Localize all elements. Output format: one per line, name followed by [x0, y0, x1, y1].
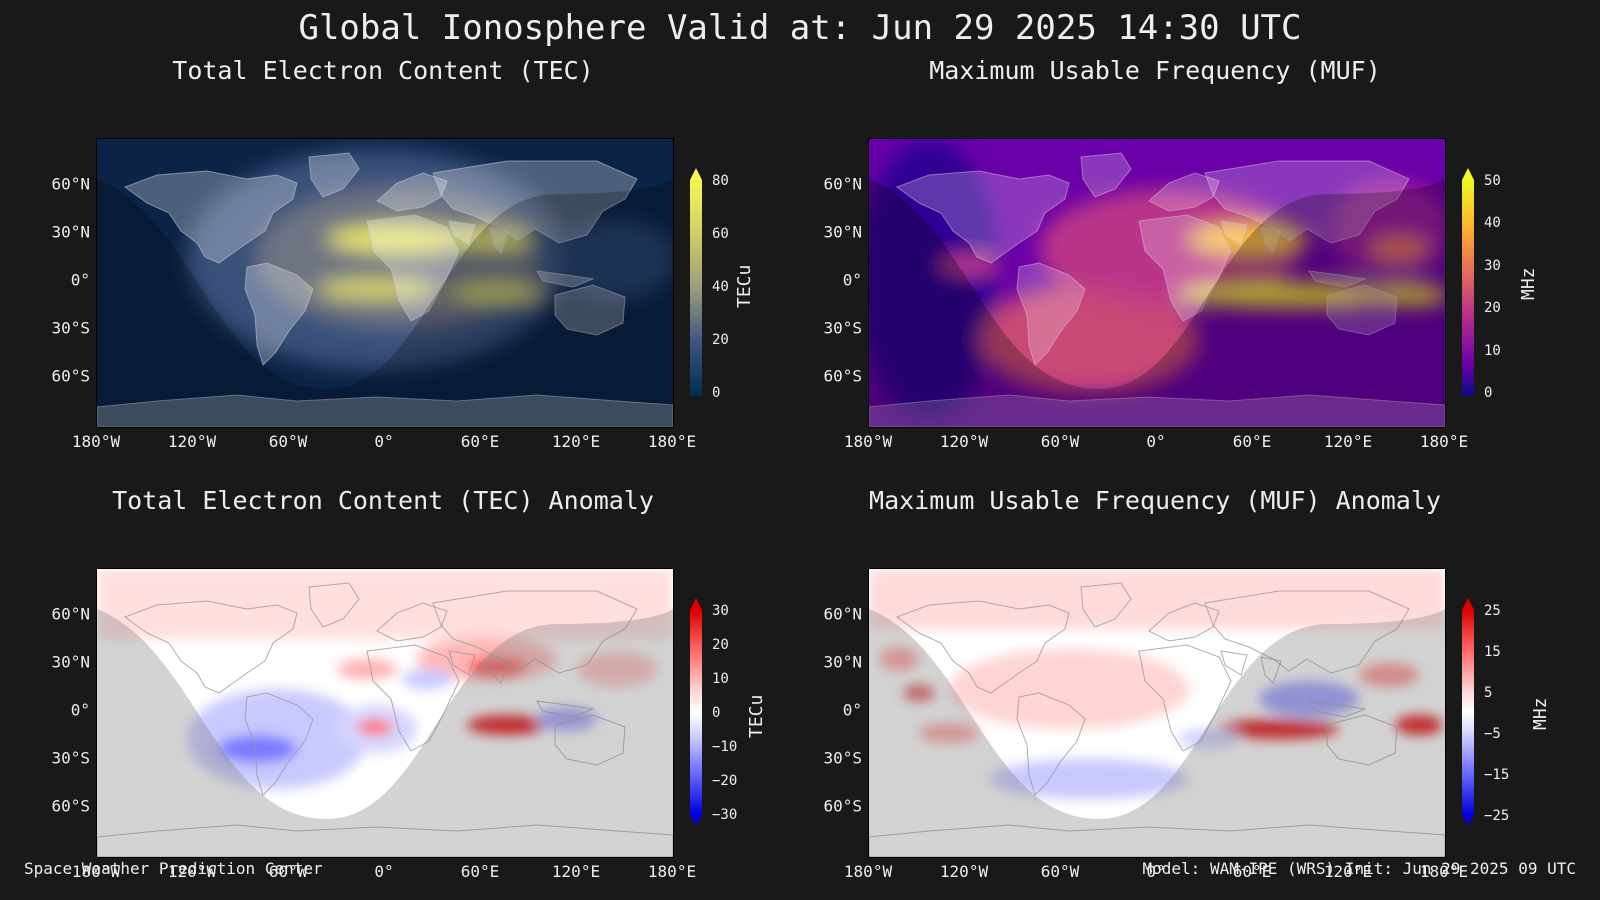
tec-panel: Total Electron Content (TEC) 60°N 30°N 0…	[0, 50, 780, 451]
tec-anomaly-colorbar	[690, 598, 702, 826]
footer-model-info: Model: WAM-IPE (WRS) Init: Jun 29 2025 0…	[1142, 859, 1576, 878]
muf-anomaly-cbar-tick: 5	[1484, 685, 1493, 701]
lon-label-60e: 60°E	[460, 432, 500, 451]
tec-cbar-tick: 0	[712, 385, 721, 401]
muf-anomaly-cbar-tick: −25	[1484, 808, 1510, 824]
lat-label-60s: 60°S	[51, 366, 90, 386]
lon-label-180e: 180°E	[1419, 862, 1469, 881]
muf-cbar-tick: 30	[1484, 258, 1501, 274]
lon-label-120w: 120°W	[939, 432, 989, 451]
lon-label-60w: 60°W	[268, 862, 308, 881]
lon-label-180w: 180°W	[71, 432, 121, 451]
lon-label-60e: 60°E	[1232, 432, 1272, 451]
muf-panel-title: Maximum Usable Frequency (MUF)	[929, 56, 1381, 85]
tec-cbar-label: TECu	[734, 264, 755, 308]
lon-label-120e: 120°E	[1323, 862, 1373, 881]
lon-label-120e: 120°E	[551, 432, 601, 451]
muf-panel: Maximum Usable Frequency (MUF) 60°N 30°N…	[772, 50, 1552, 451]
lon-label-120e: 120°E	[1323, 432, 1373, 451]
footer-credit: Space Weather Prediction Center	[24, 859, 323, 878]
tec-anomaly-map[interactable]	[96, 568, 674, 858]
tec-cbar-tick: 40	[712, 279, 729, 295]
lat-label-30s: 30°S	[51, 748, 90, 768]
tec-anomaly-cbar-tick: −30	[712, 807, 738, 823]
tec-anomaly-cbar-tick: −10	[712, 739, 738, 755]
tec-anomaly-cbar-tick: 0	[712, 705, 721, 721]
muf-cbar-tick: 50	[1484, 173, 1501, 189]
lon-label-60e: 60°E	[1232, 862, 1272, 881]
lat-label-30s: 30°S	[823, 318, 862, 338]
lon-label-180w: 180°W	[71, 862, 121, 881]
muf-anomaly-cbar-tick: 15	[1484, 644, 1501, 660]
tec-anomaly-cbar-tick: 30	[712, 603, 729, 619]
lon-label-120w: 120°W	[939, 862, 989, 881]
lat-label-60n: 60°N	[823, 604, 862, 624]
muf-cbar-tick: 10	[1484, 343, 1501, 359]
lon-label-180w: 180°W	[843, 862, 893, 881]
lon-label-0: 0°	[1146, 862, 1166, 881]
lat-label-60n: 60°N	[51, 174, 90, 194]
lon-label-180e: 180°E	[647, 862, 697, 881]
tec-cbar-tick: 60	[712, 226, 729, 242]
lon-label-60e: 60°E	[460, 862, 500, 881]
muf-anomaly-panel: Maximum Usable Frequency (MUF) Anomaly 6…	[772, 480, 1552, 881]
muf-map[interactable]	[868, 138, 1446, 428]
lon-label-0: 0°	[374, 432, 394, 451]
lat-label-60s: 60°S	[823, 366, 862, 386]
lat-label-0: 0°	[842, 700, 862, 720]
lon-label-120w: 120°W	[167, 862, 217, 881]
lon-label-0: 0°	[1146, 432, 1166, 451]
lat-label-60s: 60°S	[51, 796, 90, 816]
muf-cbar-tick: 0	[1484, 385, 1493, 401]
tec-anomaly-cbar-tick: −20	[712, 773, 738, 789]
muf-anomaly-panel-title: Maximum Usable Frequency (MUF) Anomaly	[869, 486, 1441, 515]
lat-label-60n: 60°N	[51, 604, 90, 624]
muf-anomaly-colorbar	[1462, 598, 1474, 826]
lat-label-0: 0°	[70, 700, 90, 720]
lon-label-120w: 120°W	[167, 432, 217, 451]
tec-anomaly-cbar-tick: 20	[712, 637, 729, 653]
tec-panel-title: Total Electron Content (TEC)	[172, 56, 594, 85]
lon-label-0: 0°	[374, 862, 394, 881]
muf-anomaly-cbar-tick: −5	[1484, 726, 1501, 742]
tec-cbar-tick: 80	[712, 173, 729, 189]
muf-colorbar	[1462, 168, 1474, 396]
muf-anomaly-cbar-tick: 25	[1484, 603, 1501, 619]
lat-label-60n: 60°N	[823, 174, 862, 194]
lon-label-60w: 60°W	[1040, 432, 1080, 451]
lat-label-30s: 30°S	[823, 748, 862, 768]
muf-anomaly-cbar-tick: −15	[1484, 767, 1510, 783]
tec-colorbar	[690, 168, 702, 396]
tec-anomaly-cbar-label: TECu	[746, 694, 767, 738]
tec-map[interactable]	[96, 138, 674, 428]
lat-label-60s: 60°S	[823, 796, 862, 816]
lat-label-30s: 30°S	[51, 318, 90, 338]
tec-anomaly-panel: Total Electron Content (TEC) Anomaly 60	[0, 480, 780, 881]
muf-cbar-tick: 20	[1484, 300, 1501, 316]
lon-label-180w: 180°W	[843, 432, 893, 451]
lon-label-180e: 180°E	[647, 432, 697, 451]
muf-cbar-label: MHz	[1518, 267, 1539, 300]
lon-label-180e: 180°E	[1419, 432, 1469, 451]
lat-label-0: 0°	[842, 270, 862, 290]
lon-label-120e: 120°E	[551, 862, 601, 881]
tec-anomaly-panel-title: Total Electron Content (TEC) Anomaly	[112, 486, 654, 515]
lat-label-30n: 30°N	[51, 652, 90, 672]
lon-label-60w: 60°W	[268, 432, 308, 451]
lat-label-30n: 30°N	[823, 652, 862, 672]
muf-anomaly-cbar-label: MHz	[1530, 697, 1551, 730]
tec-cbar-tick: 20	[712, 332, 729, 348]
lat-label-30n: 30°N	[51, 222, 90, 242]
muf-cbar-tick: 40	[1484, 215, 1501, 231]
lon-label-60w: 60°W	[1040, 862, 1080, 881]
lat-label-0: 0°	[70, 270, 90, 290]
muf-anomaly-map[interactable]	[868, 568, 1446, 858]
lat-label-30n: 30°N	[823, 222, 862, 242]
tec-anomaly-cbar-tick: 10	[712, 671, 729, 687]
page-title: Global Ionosphere Valid at: Jun 29 2025 …	[298, 8, 1302, 48]
